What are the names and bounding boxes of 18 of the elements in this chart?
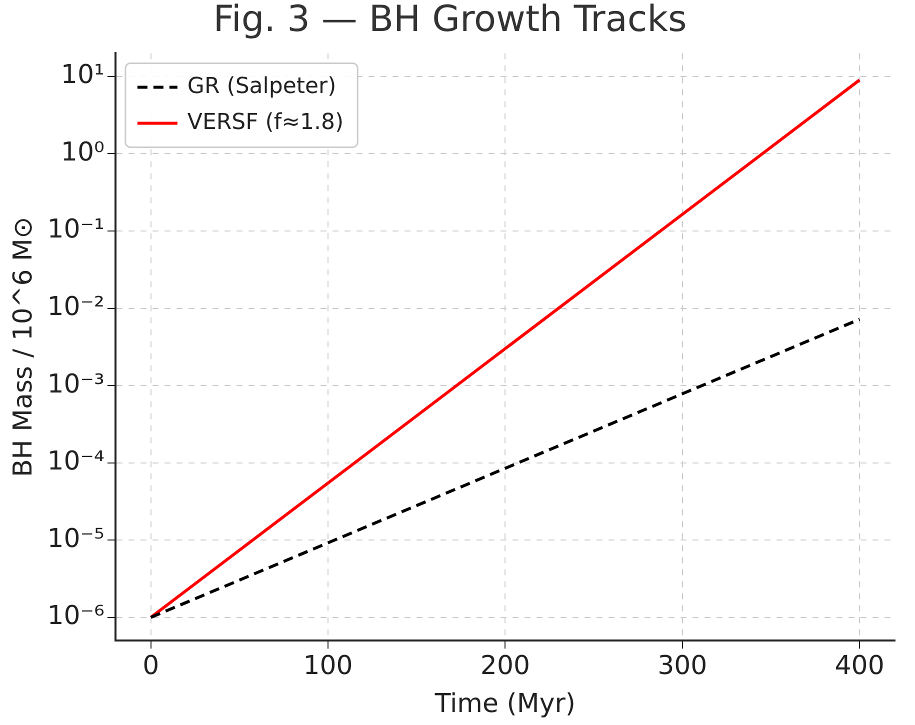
y-tick-label: 10⁻⁶	[47, 601, 104, 632]
legend-label: GR (Salpeter)	[187, 74, 336, 99]
legend-label: VERSF (f≈1.8)	[187, 110, 344, 135]
chart-title: Fig. 3 — BH Growth Tracks	[213, 0, 687, 40]
y-tick-label: 10⁻⁴	[47, 446, 104, 477]
x-tick-label: 400	[834, 650, 884, 681]
y-tick-label: 10¹	[60, 60, 104, 90]
y-tick-label: 10⁻²	[47, 292, 104, 322]
y-tick-label: 10⁻⁵	[47, 524, 104, 554]
x-axis-title: Time (Myr)	[434, 689, 576, 720]
x-tick-label: 300	[658, 650, 708, 681]
y-tick-label: 10⁻³	[47, 369, 104, 400]
y-axis-title: BH Mass / 10^6 M⊙	[8, 216, 38, 478]
x-tick-label: 200	[480, 650, 530, 681]
y-tick-label: 10⁻¹	[47, 214, 104, 245]
x-tick-label: 0	[142, 650, 160, 681]
x-tick-label: 100	[303, 650, 353, 681]
y-tick-label: 10⁰	[60, 137, 104, 168]
